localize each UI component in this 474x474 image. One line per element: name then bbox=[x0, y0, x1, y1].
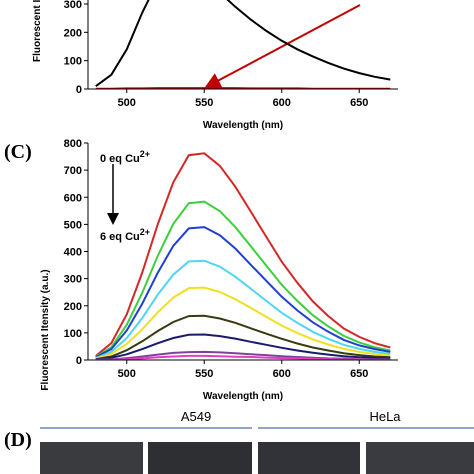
plot bbox=[95, 152, 391, 360]
y-tick-label: 800 bbox=[64, 138, 82, 150]
y-tick-label: 100 bbox=[64, 328, 82, 340]
x-tick-label: 550 bbox=[195, 97, 213, 109]
annotation: 0 eq Cu2+ bbox=[100, 149, 150, 165]
x-tick-label: 600 bbox=[273, 97, 291, 109]
annotation-sup: 2+ bbox=[140, 227, 150, 237]
x-tick-label: 650 bbox=[350, 368, 368, 380]
group-label: HeLa bbox=[369, 409, 401, 424]
image bbox=[366, 442, 474, 474]
y-axis-label: Fluorescent Itensity (a.u.) bbox=[40, 269, 51, 390]
series-line bbox=[95, 286, 391, 360]
series-line bbox=[95, 259, 391, 360]
series-line bbox=[95, 152, 391, 357]
y-tick-label: 700 bbox=[64, 165, 82, 177]
y-tick-label: 0 bbox=[76, 84, 82, 96]
panel-label: (C) bbox=[4, 141, 32, 163]
series-line bbox=[95, 0, 391, 88]
y-tick-label: 200 bbox=[64, 301, 82, 313]
y-axis-label: Fluorescent Itensity (a.u.) bbox=[32, 0, 43, 62]
x-axis-label: Wavelength (nm) bbox=[203, 391, 283, 402]
y-tick-label: 600 bbox=[64, 192, 82, 204]
series-line bbox=[95, 226, 391, 359]
x-tick-label: 600 bbox=[273, 368, 291, 380]
group-label: A549 bbox=[181, 409, 211, 424]
annotation-sup: 2+ bbox=[140, 149, 150, 159]
y-tick-label: 100 bbox=[64, 56, 82, 68]
y-tick-label: 500 bbox=[64, 219, 82, 231]
y-tick-label: 300 bbox=[64, 274, 82, 286]
arrow bbox=[204, 4, 361, 88]
panel-label: (D) bbox=[4, 429, 32, 451]
series-line bbox=[95, 333, 391, 360]
series-line bbox=[95, 314, 391, 360]
y-tick-label: 200 bbox=[64, 27, 82, 39]
annotation: 6 eq Cu2+ bbox=[100, 227, 150, 243]
x-tick-label: 500 bbox=[118, 97, 136, 109]
y-tick-label: 0 bbox=[76, 355, 82, 367]
y-tick-label: 300 bbox=[64, 0, 82, 11]
image bbox=[40, 442, 143, 474]
x-tick-label: 500 bbox=[118, 368, 136, 380]
x-axis-label: Wavelength (nm) bbox=[203, 120, 283, 131]
series-line bbox=[95, 354, 391, 360]
series-line bbox=[95, 200, 391, 358]
image bbox=[148, 442, 252, 474]
annotation-text: 0 eq Cu bbox=[100, 153, 140, 165]
annotation-text: 6 eq Cu bbox=[100, 231, 140, 243]
image bbox=[258, 442, 360, 474]
x-tick-label: 650 bbox=[350, 97, 368, 109]
y-tick-label: 400 bbox=[64, 247, 82, 259]
x-tick-label: 550 bbox=[195, 368, 213, 380]
